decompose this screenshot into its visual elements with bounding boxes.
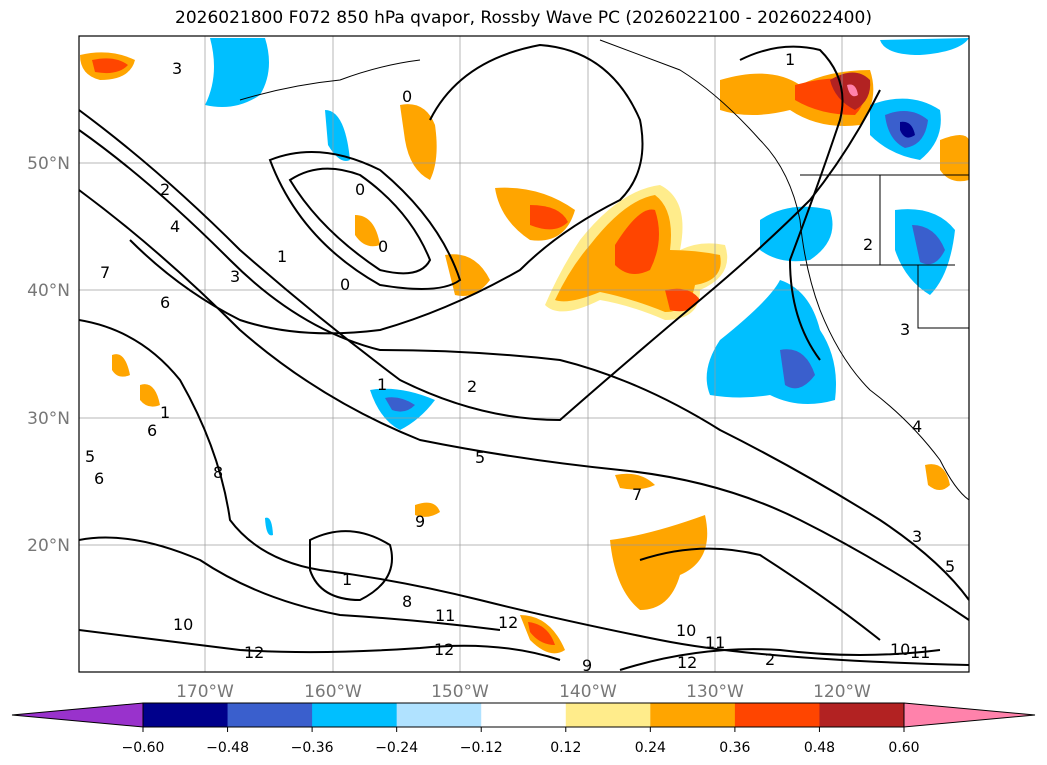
svg-text:0: 0 — [378, 237, 388, 256]
latitude-labels: 50°N 40°N 30°N 20°N — [27, 154, 70, 556]
coastline — [599, 39, 969, 501]
svg-text:12: 12 — [434, 640, 454, 659]
colorbar-segment — [396, 703, 482, 727]
plot-title: 2026021800 F072 850 hPa qvapor, Rossby W… — [175, 8, 872, 28]
svg-text:8: 8 — [213, 463, 223, 482]
svg-text:8: 8 — [402, 592, 412, 611]
svg-text:11: 11 — [910, 643, 930, 662]
svg-text:2: 2 — [160, 180, 170, 199]
svg-text:7: 7 — [100, 263, 110, 282]
map-frame — [78, 35, 970, 673]
svg-text:1: 1 — [277, 247, 287, 266]
graticule — [79, 36, 969, 672]
colorbar-segment — [734, 703, 820, 727]
shaded-anomalies — [80, 38, 969, 654]
colorbar-segment — [312, 703, 398, 727]
colorbar-tick-label: −0.12 — [460, 740, 503, 756]
svg-text:170°W: 170°W — [176, 682, 234, 702]
svg-text:2: 2 — [467, 377, 477, 396]
svg-text:1: 1 — [377, 375, 387, 394]
negative-anomaly-areas — [205, 38, 969, 536]
svg-text:10: 10 — [173, 615, 193, 634]
colorbar-segment — [481, 703, 567, 727]
svg-text:150°W: 150°W — [431, 682, 489, 702]
svg-text:3: 3 — [230, 267, 240, 286]
svg-text:30°N: 30°N — [27, 409, 70, 429]
colorbar-tick-label: −0.48 — [206, 740, 249, 756]
svg-text:6: 6 — [147, 421, 157, 440]
svg-text:1: 1 — [342, 570, 352, 589]
svg-text:140°W: 140°W — [559, 682, 617, 702]
colorbar-tick-label: 0.36 — [719, 740, 750, 756]
svg-text:1: 1 — [785, 50, 795, 69]
colorbar-tick-label: 0.60 — [888, 740, 919, 756]
svg-text:5: 5 — [85, 447, 95, 466]
colorbar-segment — [227, 703, 313, 727]
colorbar-tick-label: −0.60 — [122, 740, 165, 756]
svg-text:3: 3 — [172, 59, 182, 78]
svg-text:9: 9 — [415, 512, 425, 531]
svg-text:0: 0 — [402, 87, 412, 106]
svg-text:11: 11 — [435, 606, 455, 625]
svg-text:10: 10 — [676, 621, 696, 640]
svg-text:3: 3 — [912, 527, 922, 546]
colorbar-segment — [819, 703, 905, 727]
contour-labels: 3 2 4 3 6 1 0 0 0 0 1 1 2 5 7 8 9 8 10 1… — [85, 50, 955, 675]
svg-text:5: 5 — [945, 557, 955, 576]
colorbar-segment — [565, 703, 651, 727]
svg-text:0: 0 — [355, 180, 365, 199]
svg-text:11: 11 — [705, 633, 725, 652]
svg-text:5: 5 — [475, 448, 485, 467]
svg-text:12: 12 — [498, 613, 518, 632]
svg-text:130°W: 130°W — [686, 682, 744, 702]
svg-text:6: 6 — [94, 469, 104, 488]
longitude-labels: 170°W 160°W 150°W 140°W 130°W 120°W — [176, 682, 871, 702]
colorbar-extend-min — [11, 702, 144, 728]
colorbar-segment — [650, 703, 736, 727]
svg-text:50°N: 50°N — [27, 154, 70, 174]
colorbar: −0.60 −0.48 −0.36 −0.24 −0.12 0.12 0.24 0.36 0.4… — [11, 702, 1036, 756]
svg-text:3: 3 — [900, 320, 910, 339]
svg-text:2: 2 — [863, 235, 873, 254]
svg-text:120°W: 120°W — [813, 682, 871, 702]
svg-text:6: 6 — [160, 293, 170, 312]
contours — [79, 39, 969, 671]
svg-text:2: 2 — [765, 650, 775, 669]
svg-text:160°W: 160°W — [304, 682, 362, 702]
svg-text:20°N: 20°N — [27, 536, 70, 556]
positive-anomaly-areas — [80, 52, 969, 654]
svg-text:40°N: 40°N — [27, 281, 70, 301]
colorbar-tick-label: −0.36 — [291, 740, 334, 756]
colorbar-extend-max — [903, 702, 1036, 728]
svg-text:10: 10 — [890, 640, 910, 659]
svg-text:4: 4 — [170, 217, 180, 236]
colorbar-tick-label: 0.24 — [635, 740, 666, 756]
svg-text:4: 4 — [912, 417, 922, 436]
svg-text:12: 12 — [677, 653, 697, 672]
svg-text:1: 1 — [160, 403, 170, 422]
colorbar-outline — [142, 702, 905, 728]
colorbar-tick-label: 0.48 — [804, 740, 835, 756]
svg-text:7: 7 — [632, 485, 642, 504]
svg-text:9: 9 — [582, 656, 592, 675]
colorbar-tick-label: −0.24 — [375, 740, 418, 756]
svg-text:0: 0 — [340, 275, 350, 294]
colorbar-segment — [143, 703, 229, 727]
colorbar-tick-label: 0.12 — [550, 740, 581, 756]
svg-text:12: 12 — [244, 643, 264, 662]
